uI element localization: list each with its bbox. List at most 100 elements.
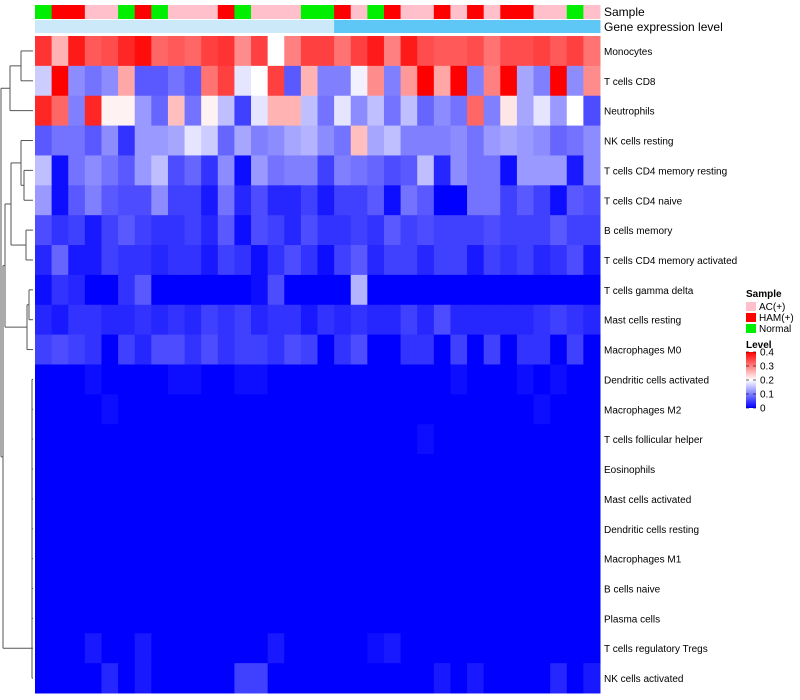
heatmap-cell (251, 364, 269, 395)
heatmap-cell (433, 245, 451, 276)
heatmap-cell (433, 274, 451, 306)
heatmap-cell (118, 155, 136, 186)
heatmap-cell (516, 155, 535, 186)
sample-annotation-cell (583, 5, 601, 19)
heatmap-cell (566, 424, 584, 455)
heatmap-cell (151, 454, 169, 485)
heatmap-cell (234, 155, 252, 186)
heatmap-cell (68, 573, 86, 604)
heatmap-cell (267, 304, 285, 336)
heatmap-cell (84, 513, 102, 545)
heatmap-cell (217, 663, 235, 694)
heatmap-cell (317, 483, 335, 515)
heatmap-cell (217, 424, 235, 455)
heatmap-cell (450, 424, 468, 455)
level-tick-label: 0 (760, 404, 766, 415)
heatmap-cell (367, 65, 385, 97)
heatmap-cell (583, 603, 601, 634)
heatmap-cell (35, 95, 53, 127)
heatmap-cell (68, 364, 86, 395)
heatmap-cell (234, 274, 252, 306)
heatmap-cell (101, 95, 119, 127)
heatmap-cell (417, 513, 435, 545)
heatmap-cell (300, 454, 318, 485)
heatmap-cell (267, 215, 285, 246)
heatmap-cell (151, 483, 169, 515)
heatmap-cell (317, 454, 335, 485)
heatmap-cell (167, 633, 186, 664)
heatmap-cell (251, 513, 269, 545)
heatmap-cell (234, 513, 252, 545)
heatmap-cell (334, 573, 352, 604)
heatmap-cell (217, 245, 235, 276)
heatmap-cell (284, 125, 302, 156)
expression-annotation-cell (251, 20, 269, 33)
heatmap-cell (334, 215, 352, 246)
heatmap-cell (234, 245, 252, 276)
heatmap-cell (334, 185, 352, 216)
heatmap-cell (433, 663, 451, 694)
heatmap-cell (167, 334, 186, 365)
heatmap-cell (284, 663, 302, 694)
heatmap-cell (433, 334, 451, 365)
heatmap-cell (383, 304, 402, 336)
heatmap-cell (217, 65, 235, 97)
heatmap-cell (201, 573, 219, 604)
heatmap-cell (500, 424, 518, 455)
heatmap-cell (101, 454, 119, 485)
heatmap-cell (433, 633, 451, 664)
heatmap-cell (251, 95, 269, 127)
heatmap-cell (400, 454, 418, 485)
expression-annotation-cell (184, 20, 202, 33)
heatmap-cell (367, 155, 385, 186)
heatmap-cell (500, 454, 518, 485)
heatmap-cell (533, 603, 551, 634)
heatmap-cell (516, 36, 535, 67)
heatmap-cell (101, 573, 119, 604)
heatmap-cell (583, 424, 601, 455)
heatmap-cell (184, 364, 202, 395)
row-label: B cells naive (604, 584, 661, 595)
heatmap-cell (251, 155, 269, 186)
heatmap-cell (467, 663, 485, 694)
heatmap-cell (167, 573, 186, 604)
heatmap-cell (118, 36, 136, 67)
heatmap-cell (51, 513, 69, 545)
heatmap-cell (217, 364, 235, 395)
heatmap-cell (84, 543, 102, 575)
heatmap-cell (367, 633, 385, 664)
heatmap-cell (51, 603, 69, 634)
heatmap-cell (550, 633, 568, 664)
heatmap-cell (267, 424, 285, 455)
heatmap-cell (134, 215, 152, 246)
heatmap-cell (417, 364, 435, 395)
heatmap-cell (334, 274, 352, 306)
heatmap-cell (217, 155, 235, 186)
heatmap-cell (267, 454, 285, 485)
sample-annotation-cell (500, 5, 518, 19)
heatmap-cell (550, 603, 568, 634)
heatmap-cell (400, 95, 418, 127)
heatmap-cell (500, 663, 518, 694)
heatmap-cell (68, 215, 86, 246)
heatmap-cell (566, 364, 584, 395)
heatmap-cell (300, 245, 318, 276)
legend-sample-title: Sample (746, 289, 782, 300)
heatmap-cell (300, 603, 318, 634)
heatmap-cell (350, 155, 368, 186)
heatmap-cell (251, 304, 269, 336)
heatmap-cell (533, 185, 551, 216)
heatmap-cell (217, 543, 235, 575)
heatmap-cell (201, 274, 219, 306)
heatmap-cell (350, 364, 368, 395)
heatmap-cell (467, 543, 485, 575)
heatmap-cell (217, 185, 235, 216)
heatmap-cell (167, 274, 186, 306)
heatmap-cell (417, 633, 435, 664)
heatmap-cell (68, 155, 86, 186)
heatmap-cell (51, 454, 69, 485)
heatmap-cell (566, 155, 584, 186)
heatmap-cell (417, 334, 435, 365)
heatmap-cell (51, 304, 69, 336)
sample-annotation-cell (417, 5, 435, 19)
